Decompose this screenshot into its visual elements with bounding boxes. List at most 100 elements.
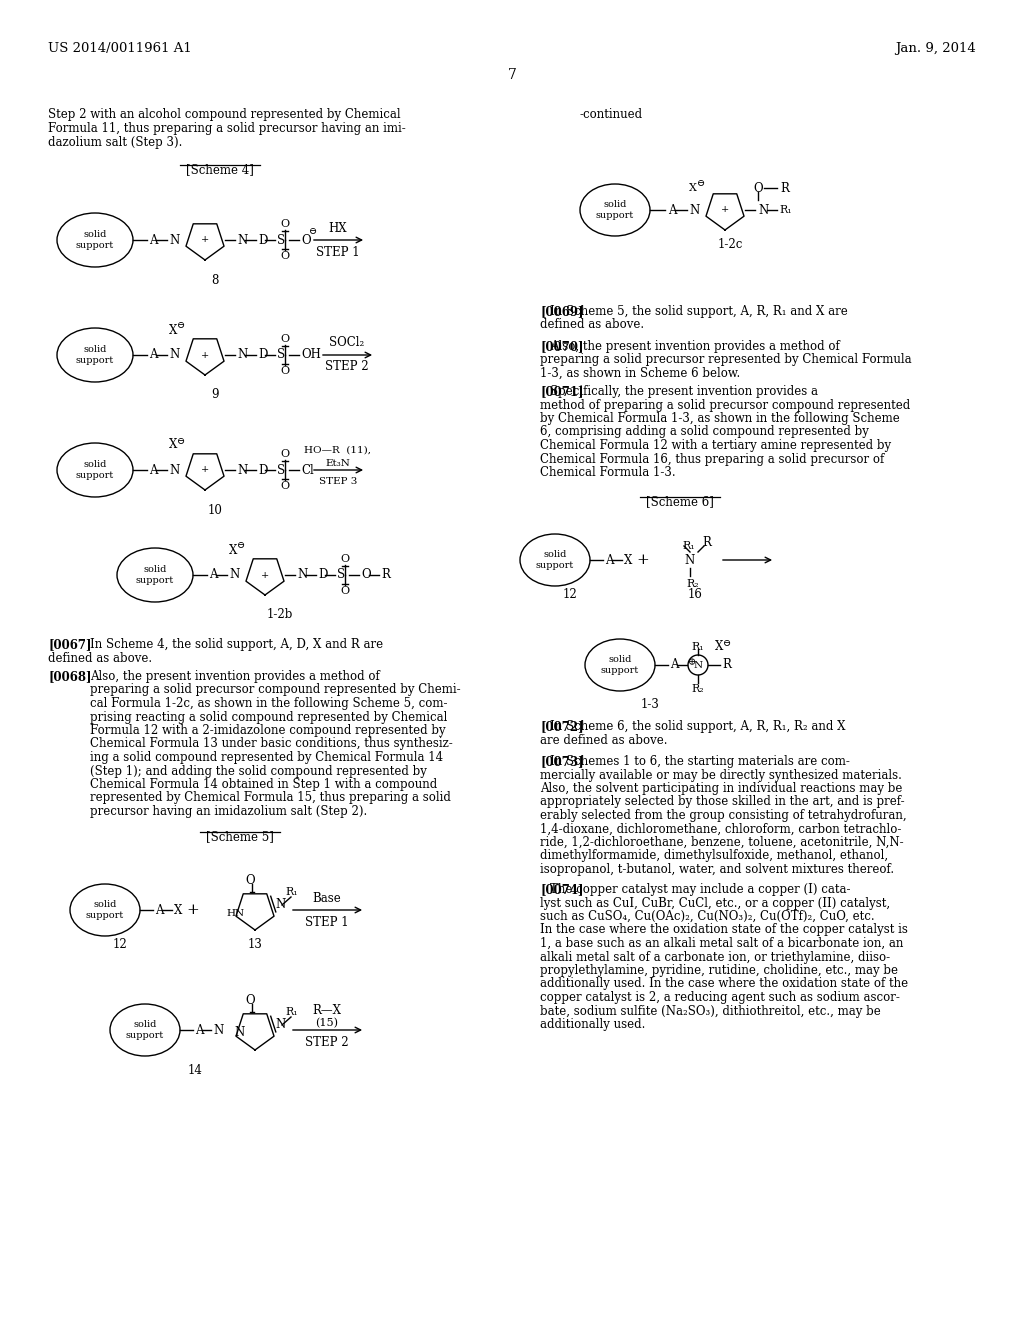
Text: N: N xyxy=(169,234,179,247)
Text: +: + xyxy=(261,570,269,579)
Text: 16: 16 xyxy=(687,589,702,602)
Text: O: O xyxy=(281,480,290,491)
Text: N: N xyxy=(693,660,702,669)
Text: N: N xyxy=(275,1019,286,1031)
Text: US 2014/0011961 A1: US 2014/0011961 A1 xyxy=(48,42,191,55)
Text: STEP 2: STEP 2 xyxy=(305,1035,349,1048)
Text: +: + xyxy=(721,206,729,214)
Text: 13: 13 xyxy=(248,939,262,952)
Text: Formula 12 with a 2-imidazolone compound represented by: Formula 12 with a 2-imidazolone compound… xyxy=(90,723,445,737)
Text: D: D xyxy=(258,348,267,362)
Text: [0073]: [0073] xyxy=(540,755,584,768)
Text: 1-2b: 1-2b xyxy=(267,609,293,622)
Text: In the case where the oxidation state of the copper catalyst is: In the case where the oxidation state of… xyxy=(540,924,908,936)
Text: mercially available or may be directly synthesized materials.: mercially available or may be directly s… xyxy=(540,768,902,781)
Text: X: X xyxy=(715,640,723,653)
Text: method of preparing a solid precursor compound represented: method of preparing a solid precursor co… xyxy=(540,399,910,412)
Text: O: O xyxy=(361,569,371,582)
Text: Et₃N: Et₃N xyxy=(326,458,350,467)
Text: R₁: R₁ xyxy=(285,1007,298,1016)
Text: N: N xyxy=(229,569,240,582)
Text: A: A xyxy=(150,463,158,477)
Text: ⊖: ⊖ xyxy=(177,437,185,446)
Text: preparing a solid precursor compound represented by Chemi-: preparing a solid precursor compound rep… xyxy=(90,684,461,697)
Text: by Chemical Formula 1-3, as shown in the following Scheme: by Chemical Formula 1-3, as shown in the… xyxy=(540,412,900,425)
Text: lyst such as CuI, CuBr, CuCl, etc., or a copper (II) catalyst,: lyst such as CuI, CuBr, CuCl, etc., or a… xyxy=(540,896,890,909)
Text: solid
support: solid support xyxy=(76,346,114,364)
Text: ⊖: ⊖ xyxy=(723,639,731,648)
Text: X: X xyxy=(174,903,182,916)
Text: dimethylformamide, dimethylsulfoxide, methanol, ethanol,: dimethylformamide, dimethylsulfoxide, me… xyxy=(540,850,888,862)
Text: [Scheme 4]: [Scheme 4] xyxy=(186,162,254,176)
Text: R₂: R₂ xyxy=(686,579,698,589)
Text: 1, a base such as an alkali metal salt of a bicarbonate ion, an: 1, a base such as an alkali metal salt o… xyxy=(540,937,903,950)
Text: R—X: R—X xyxy=(312,1003,341,1016)
Text: prising reacting a solid compound represented by Chemical: prising reacting a solid compound repres… xyxy=(90,710,447,723)
Text: O: O xyxy=(281,251,290,261)
Text: Chemical Formula 12 with a tertiary amine represented by: Chemical Formula 12 with a tertiary amin… xyxy=(540,440,891,451)
Text: ⊖: ⊖ xyxy=(697,180,706,189)
Text: 6, comprising adding a solid compound represented by: 6, comprising adding a solid compound re… xyxy=(540,425,869,438)
Text: O: O xyxy=(281,449,290,459)
Text: Also, the solvent participating in individual reactions may be: Also, the solvent participating in indiv… xyxy=(540,781,902,795)
Text: +: + xyxy=(201,351,209,359)
Text: HN: HN xyxy=(227,908,245,917)
Text: In Scheme 4, the solid support, A, D, X and R are: In Scheme 4, the solid support, A, D, X … xyxy=(90,638,383,651)
Text: isopropanol, t-butanol, water, and solvent mixtures thereof.: isopropanol, t-butanol, water, and solve… xyxy=(540,863,894,876)
Text: [0069]: [0069] xyxy=(540,305,584,318)
Text: R₂: R₂ xyxy=(691,684,705,694)
Text: In Scheme 5, the solid support, A, R, R₁ and X are: In Scheme 5, the solid support, A, R, R₁… xyxy=(550,305,848,318)
Text: defined as above.: defined as above. xyxy=(48,652,153,665)
Text: O: O xyxy=(340,554,349,564)
Text: Chemical Formula 1-3.: Chemical Formula 1-3. xyxy=(540,466,676,479)
Text: N: N xyxy=(275,899,286,912)
Text: The copper catalyst may include a copper (I) cata-: The copper catalyst may include a copper… xyxy=(550,883,851,896)
Text: R: R xyxy=(722,659,731,672)
Text: additionally used. In the case where the oxidation state of the: additionally used. In the case where the… xyxy=(540,978,908,990)
Text: ⊖: ⊖ xyxy=(177,322,185,330)
Text: dazolium salt (Step 3).: dazolium salt (Step 3). xyxy=(48,136,182,149)
Text: 1-2c: 1-2c xyxy=(718,239,742,252)
Text: bate, sodium sulfite (Na₂SO₃), dithiothreitol, etc., may be: bate, sodium sulfite (Na₂SO₃), dithiothr… xyxy=(540,1005,881,1018)
Text: such as CuSO₄, Cu(OAc)₂, Cu(NO₃)₂, Cu(OTf)₂, CuO, etc.: such as CuSO₄, Cu(OAc)₂, Cu(NO₃)₂, Cu(OT… xyxy=(540,909,874,923)
Text: 7: 7 xyxy=(508,69,516,82)
Text: preparing a solid precursor represented by Chemical Formula: preparing a solid precursor represented … xyxy=(540,354,911,367)
Text: propylethylamine, pyridine, rutidine, cholidine, etc., may be: propylethylamine, pyridine, rutidine, ch… xyxy=(540,964,898,977)
Text: [0068]: [0068] xyxy=(48,671,91,682)
Text: O: O xyxy=(245,874,255,887)
Text: N: N xyxy=(758,203,768,216)
Text: X: X xyxy=(624,553,633,566)
Text: ride, 1,2-dichloroethane, benzene, toluene, acetonitrile, N,N-: ride, 1,2-dichloroethane, benzene, tolue… xyxy=(540,836,903,849)
Text: represented by Chemical Formula 15, thus preparing a solid: represented by Chemical Formula 15, thus… xyxy=(90,792,451,804)
Text: cal Formula 1-2c, as shown in the following Scheme 5, com-: cal Formula 1-2c, as shown in the follow… xyxy=(90,697,447,710)
Text: +: + xyxy=(201,235,209,244)
Text: STEP 1: STEP 1 xyxy=(305,916,349,928)
Text: Cl: Cl xyxy=(301,463,313,477)
Text: appropriately selected by those skilled in the art, and is pref-: appropriately selected by those skilled … xyxy=(540,796,904,808)
Text: A: A xyxy=(195,1023,204,1036)
Text: 12: 12 xyxy=(562,589,578,602)
Text: STEP 3: STEP 3 xyxy=(318,478,357,487)
Text: O: O xyxy=(754,181,763,194)
Text: D: D xyxy=(258,463,267,477)
Text: O: O xyxy=(340,586,349,597)
Text: N: N xyxy=(213,1023,223,1036)
Text: N: N xyxy=(297,569,307,582)
Text: N: N xyxy=(685,553,695,566)
Text: [Scheme 6]: [Scheme 6] xyxy=(646,495,714,508)
Text: R₁: R₁ xyxy=(285,887,298,898)
Text: S: S xyxy=(278,348,285,362)
Text: ⊕: ⊕ xyxy=(688,659,696,668)
Text: Specifically, the present invention provides a: Specifically, the present invention prov… xyxy=(550,385,818,399)
Text: +: + xyxy=(186,903,200,917)
Text: [Scheme 5]: [Scheme 5] xyxy=(206,830,274,843)
Text: A: A xyxy=(209,569,217,582)
Text: In Scheme 6, the solid support, A, R, R₁, R₂ and X: In Scheme 6, the solid support, A, R, R₁… xyxy=(550,719,846,733)
Text: R: R xyxy=(780,181,788,194)
Text: copper catalyst is 2, a reducing agent such as sodium ascor-: copper catalyst is 2, a reducing agent s… xyxy=(540,991,900,1005)
Text: X: X xyxy=(689,183,697,193)
Text: A: A xyxy=(150,234,158,247)
Text: OH: OH xyxy=(301,348,321,362)
Text: 14: 14 xyxy=(187,1064,203,1077)
Text: ing a solid compound represented by Chemical Formula 14: ing a solid compound represented by Chem… xyxy=(90,751,443,764)
